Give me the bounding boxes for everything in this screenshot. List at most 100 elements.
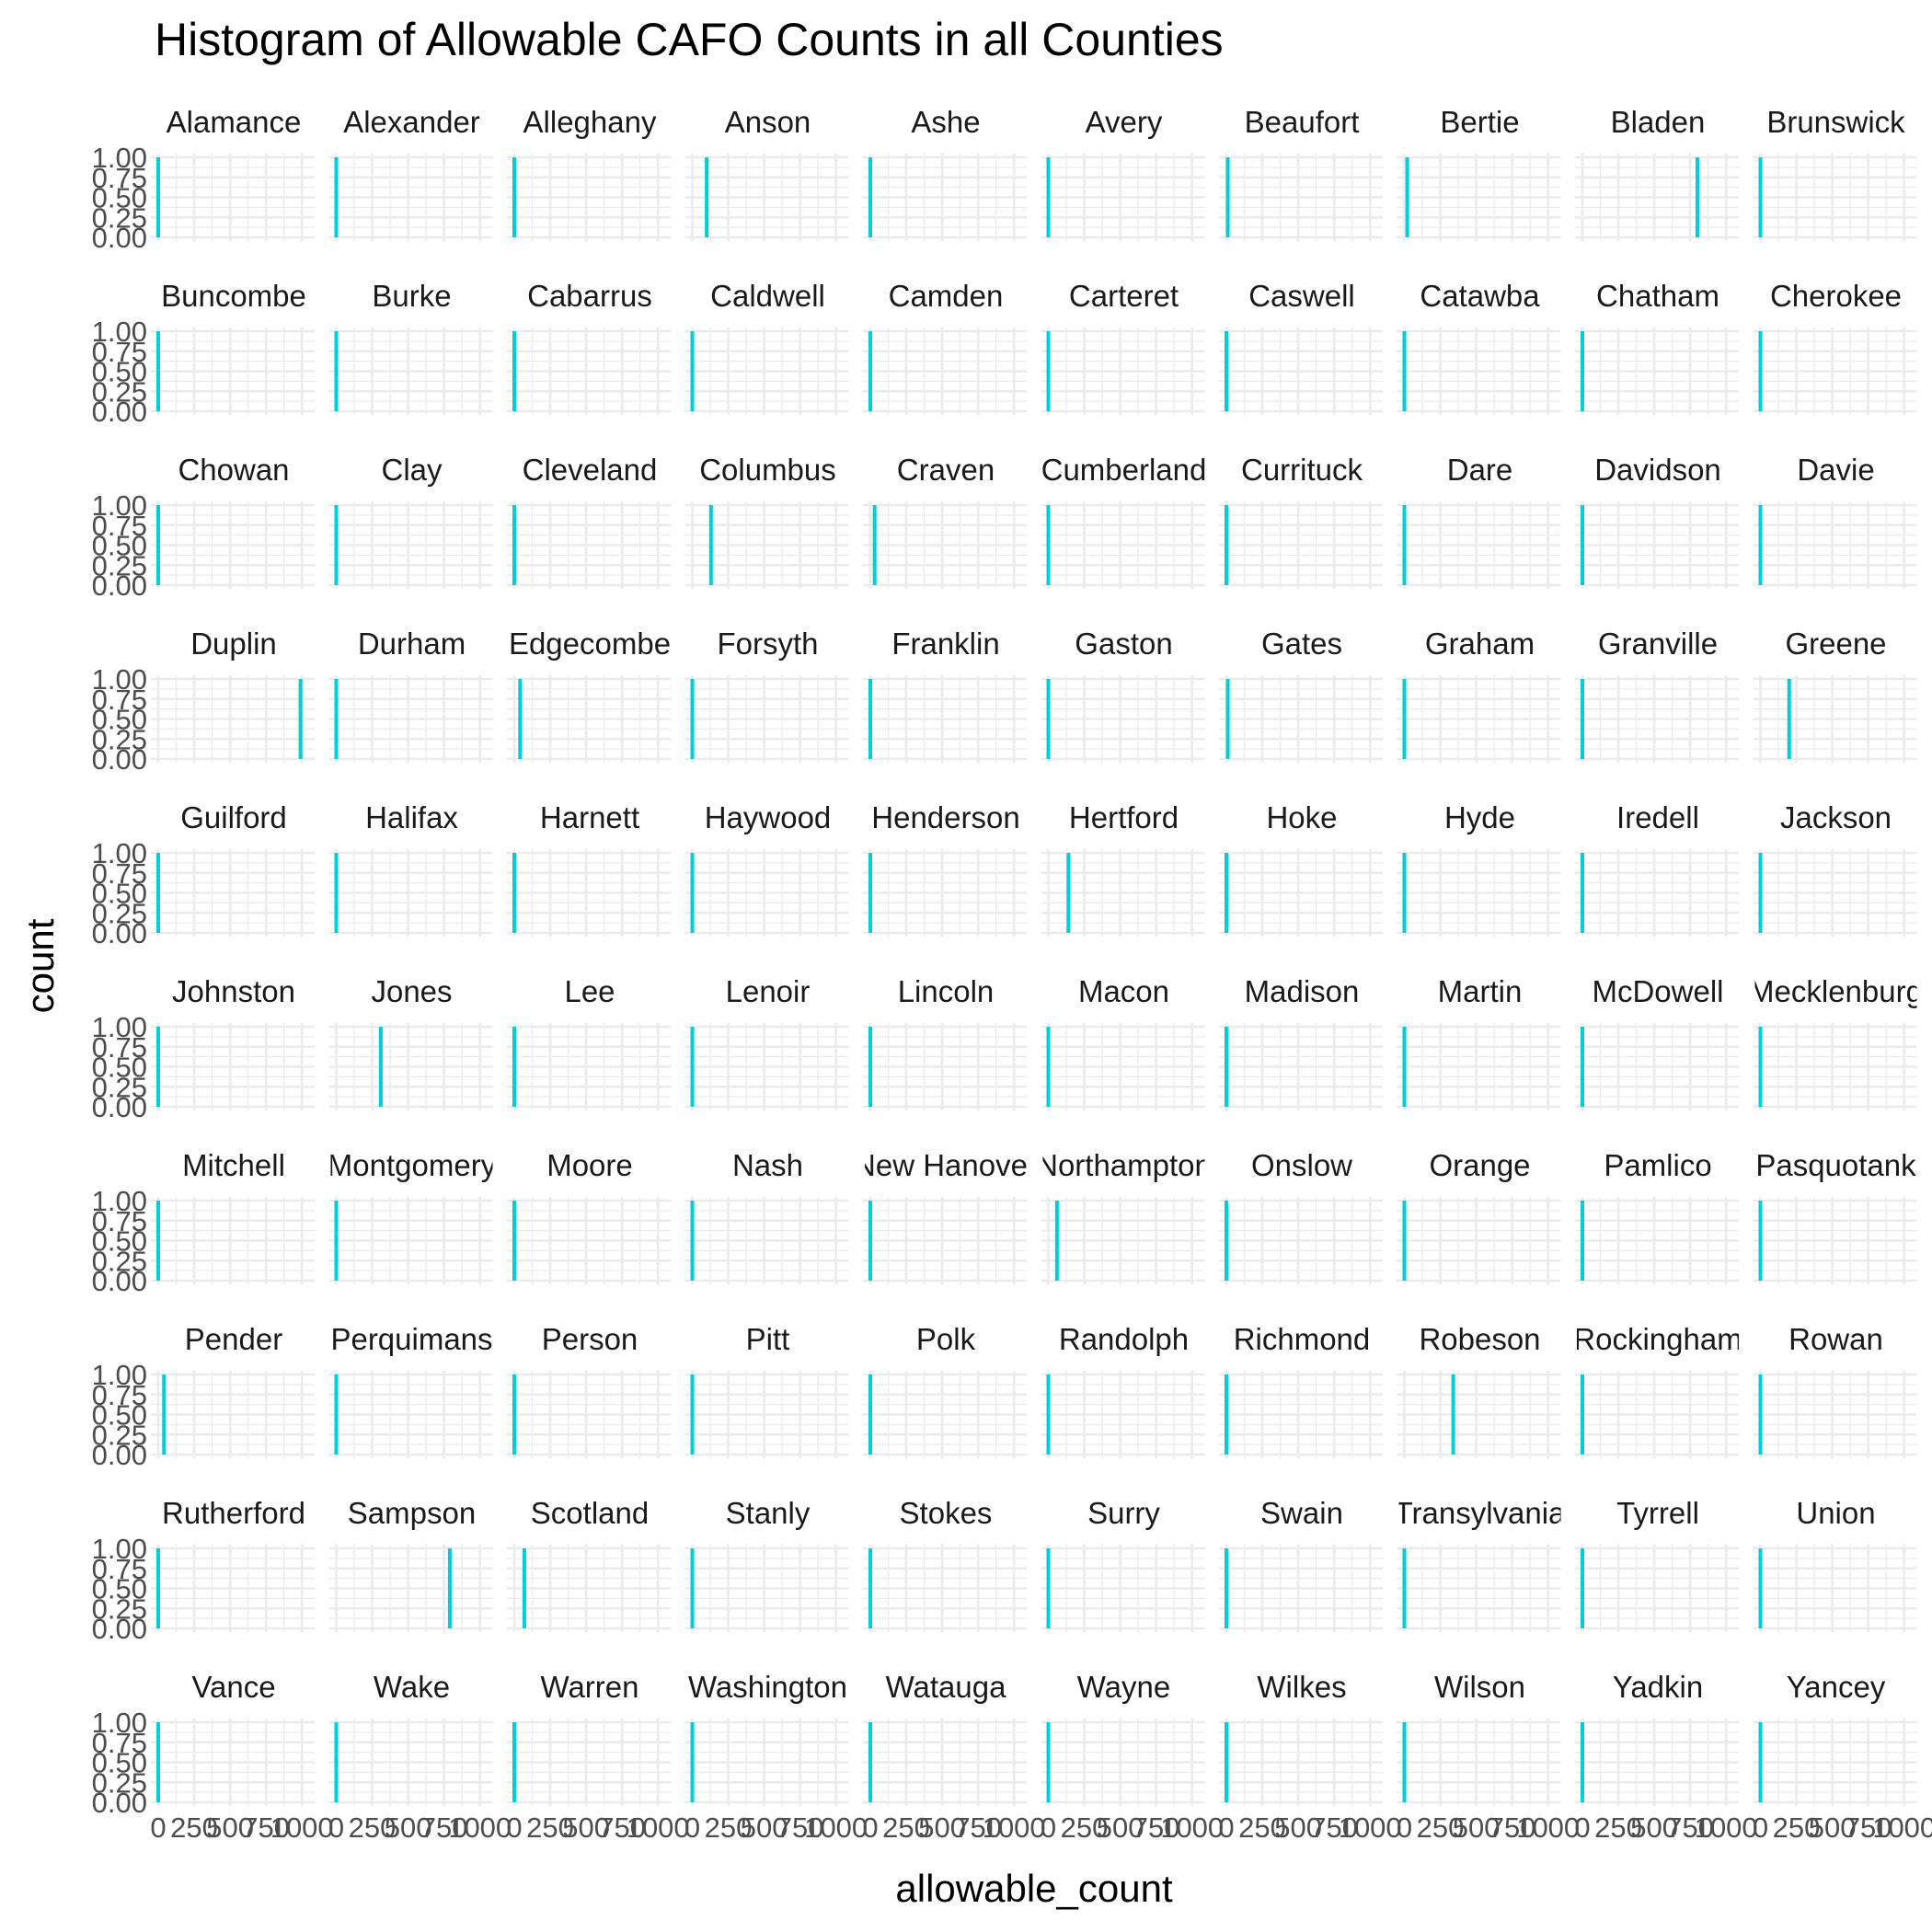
facet-strip-label: Macon (1078, 974, 1169, 1008)
y-tick-label: 0.25 (92, 1245, 147, 1277)
facet-strip-label: Guilford (180, 800, 287, 834)
facet-strip-label: Dare (1447, 453, 1513, 487)
histogram-bar (868, 1722, 872, 1802)
y-tick-label: 0.50 (92, 704, 147, 736)
facet-strip-label: Alamance (167, 105, 302, 139)
y-tick-label: 0.75 (92, 857, 147, 890)
facet-panel: Greene (1753, 627, 1917, 763)
facet-panel: Robeson (1397, 1322, 1561, 1458)
facet-strip-label: Durham (358, 627, 466, 661)
y-tick-label: 1.00 (92, 1533, 147, 1565)
facet-strip-label: Columbus (699, 453, 836, 487)
histogram-bar (1581, 679, 1584, 759)
histogram-bar (1225, 1374, 1228, 1455)
facet-panel: Anson (684, 105, 849, 241)
facet-strip-label: Greene (1785, 627, 1886, 661)
x-tick-label: 750 (242, 1811, 290, 1844)
histogram-bar (868, 679, 872, 759)
x-tick-label: 1000 (804, 1811, 868, 1844)
histogram-bar (1046, 1548, 1051, 1628)
facet-strip-label: Onslow (1251, 1148, 1352, 1182)
facet-panel: Hertford (1041, 800, 1205, 937)
facet-strip-label: Caswell (1248, 279, 1355, 313)
facet-strip-label: Warren (541, 1670, 639, 1704)
facet-panel: Hyde (1397, 800, 1561, 937)
facet-panel: Duplin 0.000.250.500.751.00 (92, 627, 315, 776)
facet-panel: Johnston 0.000.250.500.751.00 (92, 974, 315, 1123)
histogram-bar (1581, 1374, 1584, 1455)
facet-strip-label: Cabarrus (527, 279, 652, 313)
facet-panel: Cherokee (1753, 279, 1917, 415)
facet-panel: Tyrrell (1575, 1496, 1739, 1632)
x-tick-label: 750 (954, 1811, 1002, 1844)
facet-panel: Pender 0.000.250.500.751.00 (92, 1322, 315, 1471)
facet-panel: Graham (1397, 627, 1561, 763)
facet-panel: Rutherford 0.000.250.500.751.00 (92, 1496, 315, 1645)
histogram-bar (1046, 505, 1051, 585)
facet-strip-label: Carteret (1069, 279, 1179, 313)
x-tick-label: 250 (526, 1811, 574, 1844)
facet-panel: Rowan (1753, 1322, 1917, 1458)
histogram-bar (156, 853, 160, 933)
x-tick-label: 250 (705, 1811, 753, 1844)
facet-panel: Stanly (684, 1496, 849, 1632)
histogram-bar (708, 505, 713, 585)
facet-panel: Union (1753, 1496, 1917, 1632)
facet-strip-label: Graham (1425, 627, 1535, 661)
x-tick-label: 500 (1809, 1811, 1857, 1844)
histogram-bar (1758, 1722, 1763, 1802)
facet-strip-label: Pitt (746, 1322, 790, 1356)
facet-panel: Cabarrus (507, 279, 671, 415)
y-tick-label: 0.75 (92, 162, 147, 194)
facet-strip-label: Edgecombe (509, 627, 671, 661)
y-tick-label: 0.50 (92, 1747, 147, 1779)
x-tick-label: 500 (1453, 1811, 1501, 1844)
facet-strip-label: Mecklenburg (1749, 974, 1923, 1008)
facet-strip-label: Johnston (172, 974, 295, 1008)
facet-strip-label: Perquimans (330, 1322, 492, 1356)
histogram-bar (156, 1548, 160, 1628)
facet-panel: Pitt (684, 1322, 849, 1458)
y-tick-label: 1.00 (92, 1359, 147, 1391)
x-tick-label: 0 (1397, 1811, 1412, 1844)
facet-strip-label: Pender (185, 1322, 282, 1356)
facet-panel: Dare (1397, 453, 1561, 589)
histogram-bar (156, 505, 160, 585)
facet-panel: Hoke (1219, 800, 1383, 937)
histogram-bar (1402, 1027, 1407, 1107)
facet-strip-label: Hertford (1069, 800, 1179, 834)
facet-panel: Northampton (1041, 1148, 1205, 1284)
histogram-bar (1581, 1027, 1584, 1107)
facet-strip-label: Union (1796, 1496, 1875, 1530)
facet-panel: Jones (328, 974, 493, 1110)
y-tick-label: 0.50 (92, 356, 147, 388)
facet-strip-label: Tyrrell (1616, 1496, 1699, 1530)
y-tick-label: 0.00 (92, 396, 147, 428)
facet-panel: Person (507, 1322, 671, 1458)
facet-panel: Mecklenburg (1749, 974, 1923, 1110)
histogram-bar (512, 853, 516, 933)
facet-panel: Sampson (328, 1496, 493, 1632)
facet-strip-label: Hyde (1444, 800, 1515, 834)
facet-panel: Granville (1575, 627, 1739, 763)
histogram-bar (1758, 1548, 1763, 1628)
x-tick-label: 0 (1753, 1811, 1768, 1844)
histogram-bar (1225, 1027, 1228, 1107)
facet-strip-label: Brunswick (1766, 105, 1905, 139)
facet-strip-label: Chatham (1596, 279, 1719, 313)
facet-strip-label: Nash (732, 1148, 803, 1182)
y-tick-label: 1.00 (92, 1011, 147, 1043)
histogram-bar (1225, 679, 1230, 759)
histogram-bar (690, 1201, 695, 1281)
histogram-bar (522, 1548, 526, 1628)
histogram-bar (1758, 331, 1763, 411)
facet-strip-label: Richmond (1234, 1322, 1371, 1356)
facet-strip-label: Franklin (891, 627, 999, 661)
histogram-bar (1695, 157, 1699, 237)
histogram-bar (334, 505, 339, 585)
facet-panel: Scotland (507, 1496, 671, 1632)
